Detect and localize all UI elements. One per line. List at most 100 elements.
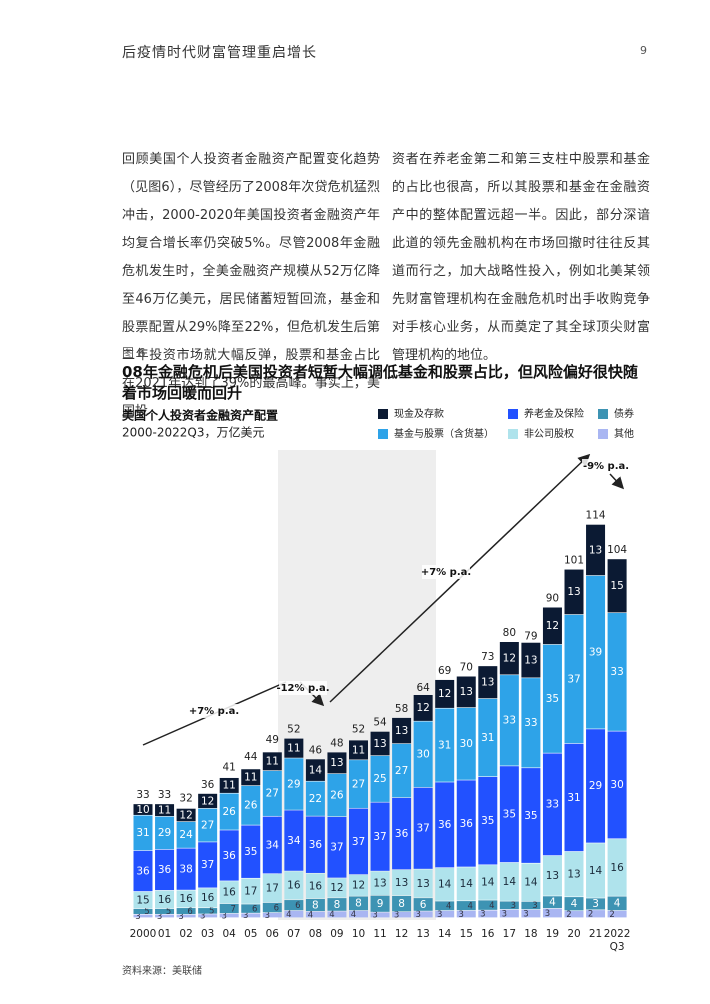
segment-label: 3	[372, 911, 377, 921]
bar-segment	[305, 781, 325, 816]
total-label: 48	[330, 737, 343, 749]
bar-segment	[176, 908, 196, 915]
segment-label: 35	[546, 693, 559, 705]
bar-segment	[478, 698, 498, 777]
x-tick-label: 14	[438, 928, 452, 940]
segment-label: 11	[244, 772, 257, 784]
segment-label: 12	[438, 688, 451, 700]
bar-segment	[564, 911, 584, 918]
x-tick-label: 2000	[130, 928, 157, 940]
segment-label: 16	[158, 894, 172, 906]
bar-segment	[241, 769, 261, 786]
segment-label: 4	[446, 902, 451, 912]
segment-label: 36	[223, 850, 237, 862]
segment-label: 11	[223, 780, 236, 792]
total-label: 46	[309, 744, 323, 756]
total-label: 114	[586, 510, 606, 522]
legend-swatch	[508, 429, 518, 439]
legend-label: 其他	[614, 427, 634, 440]
x-tick-label: 07	[287, 928, 300, 940]
segment-label: 4	[329, 910, 334, 920]
legend-label: 债券	[614, 407, 634, 420]
segment-label: 36	[158, 864, 172, 876]
bar-segment	[542, 753, 562, 856]
x-tick-label: 12	[395, 928, 408, 940]
bar-segment	[262, 752, 282, 771]
segment-label: 38	[179, 863, 192, 875]
segment-label: 2	[566, 910, 571, 920]
segment-label: 13	[546, 870, 559, 882]
segment-label: 37	[416, 823, 429, 835]
bar-segment	[219, 903, 239, 914]
segment-label: 15	[610, 580, 623, 592]
total-label: 52	[352, 724, 365, 736]
bar-segment	[370, 895, 390, 912]
segment-label: 26	[330, 789, 344, 801]
segment-label: 5	[209, 907, 214, 917]
bar-segment	[542, 607, 562, 645]
bar-segment	[133, 891, 153, 909]
total-label: 70	[460, 662, 473, 674]
segment-label: 13	[460, 686, 473, 698]
segment-label: 13	[395, 725, 408, 737]
segment-label: 14	[438, 879, 452, 891]
bar-segment	[155, 914, 175, 918]
total-label: 73	[481, 651, 494, 663]
total-label: 90	[546, 593, 559, 605]
bar-segment	[198, 808, 218, 842]
segment-label: 3	[592, 898, 599, 910]
bar-segment	[327, 773, 347, 817]
segment-label: 3	[545, 909, 550, 919]
bar-segment	[327, 816, 347, 878]
legend-label: 非公司股权	[524, 427, 574, 440]
segment-label: 3	[437, 910, 442, 920]
segment-label: 36	[309, 839, 323, 851]
bar-segment	[241, 878, 261, 904]
legend-swatch	[598, 409, 608, 419]
bar-segment	[133, 815, 153, 851]
bar-segment	[521, 901, 541, 910]
segment-label: 4	[489, 901, 494, 911]
segment-label: 8	[398, 898, 405, 910]
total-label: 44	[244, 751, 258, 763]
total-label: 52	[287, 724, 300, 736]
bar-segment	[219, 793, 239, 830]
bar-segment	[521, 909, 541, 918]
segment-label: 17	[244, 885, 257, 897]
bar-segment	[392, 911, 412, 918]
bar-segment	[155, 804, 175, 817]
segment-label: 4	[571, 898, 578, 910]
bar-segment	[586, 524, 606, 576]
x-tick-label: 20	[567, 928, 580, 940]
segment-label: 33	[503, 715, 516, 727]
bar-segment	[542, 644, 562, 753]
segment-label: 13	[416, 878, 429, 890]
bar-segment	[413, 898, 433, 911]
bar-segment	[219, 881, 239, 904]
segment-label: 31	[136, 827, 149, 839]
bar-segment	[456, 867, 476, 901]
segment-label: 37	[352, 836, 365, 848]
segment-label: 4	[549, 896, 556, 908]
segment-label: 3	[459, 910, 464, 920]
segment-label: 30	[416, 749, 429, 761]
total-label: 33	[136, 789, 149, 801]
segment-label: 37	[373, 831, 386, 843]
segment-label: 35	[524, 810, 537, 822]
segment-label: 2	[609, 910, 614, 920]
chart-title: 美国个人投资者金融资产配置	[122, 408, 278, 423]
bar-segment	[607, 559, 627, 613]
bar-segment	[370, 871, 390, 896]
bar-segment	[176, 890, 196, 908]
bar-segment	[133, 908, 153, 914]
bar-segment	[478, 910, 498, 918]
segment-label: 27	[395, 765, 408, 777]
segment-label: 12	[546, 620, 559, 632]
bar-segment	[413, 869, 433, 898]
bar-segment	[262, 874, 282, 903]
bar-segment	[413, 787, 433, 869]
segment-label: 30	[460, 738, 473, 750]
bar-segment	[521, 678, 541, 768]
bar-segment	[176, 808, 196, 822]
